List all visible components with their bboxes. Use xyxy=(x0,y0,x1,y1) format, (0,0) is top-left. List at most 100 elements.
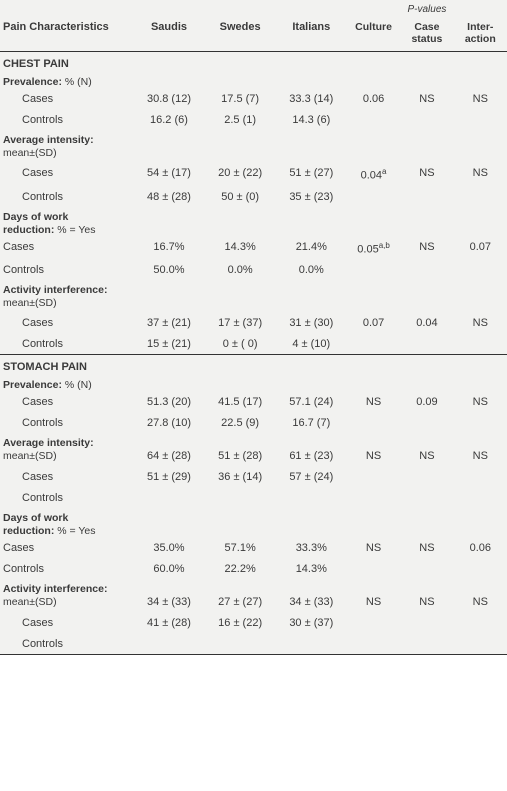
chest-prev-ctrl-saudis: 16.2 (6) xyxy=(133,110,204,130)
stomach-workred-cases: Cases 35.0% 57.1% 33.3% NS NS 0.06 xyxy=(0,537,507,559)
chest-prevalence-head: Prevalence: % (N) xyxy=(0,72,507,88)
col-interaction: Inter-action xyxy=(454,17,507,52)
stom-act-cases-italians: 34 ± (33) xyxy=(276,595,347,612)
col-swedes: Swedes xyxy=(205,17,276,52)
chest-prev-ctrl-italians: 14.3 (6) xyxy=(276,110,347,130)
stom-prev-p-case: 0.09 xyxy=(400,391,453,413)
col-pain-characteristics: Pain Characteristics xyxy=(0,17,133,52)
stom-wrk-p-culture: NS xyxy=(347,537,400,559)
cases-label: Cases xyxy=(0,88,133,110)
stom-prev-ctrl-italians: 16.7 (7) xyxy=(276,413,347,433)
chest-wrk-cases-saudis: 16.7% xyxy=(133,236,204,261)
chest-prev-cases-saudis: 30.8 (12) xyxy=(133,88,204,110)
cases-label: Cases xyxy=(0,391,133,413)
stom-wrk-label-c: % = Yes xyxy=(57,525,95,537)
chest-workred-label-b: reduction: xyxy=(3,224,54,236)
chest-workred-label-a: Days of work xyxy=(0,207,507,223)
chest-workred-label-c: % = Yes xyxy=(57,224,95,236)
cases-label: Cases xyxy=(0,312,133,334)
chest-prev-p-culture: 0.06 xyxy=(347,88,400,110)
stom-int-cases-saudis: 64 ± (28) xyxy=(133,449,204,466)
chest-act-cases-italians: 31 ± (30) xyxy=(276,312,347,334)
stom-int-label-b: mean±(SD) xyxy=(0,449,133,466)
stomach-activity-sub-cases: mean±(SD) 34 ± (33) 27 ± (27) 34 ± (33) … xyxy=(0,595,507,612)
controls-label: Controls xyxy=(0,559,133,579)
cases-label: Cases xyxy=(0,537,133,559)
col-saudis: Saudis xyxy=(133,17,204,52)
controls-label: Controls xyxy=(0,488,133,508)
controls-label: Controls xyxy=(0,634,133,655)
stom-wrk-label-b: reduction: xyxy=(3,525,54,537)
stom-int-ctrl-saudis: 51 ± (29) xyxy=(133,466,204,488)
cases-label: Cases xyxy=(0,612,133,634)
chest-int-ctrl-italians: 35 ± (23) xyxy=(276,187,347,207)
stom-act-ctrl-saudis: 41 ± (28) xyxy=(133,612,204,634)
stomach-intensity-sub-cases: mean±(SD) 64 ± (28) 51 ± (28) 61 ± (23) … xyxy=(0,449,507,466)
stom-prev-ctrl-saudis: 27.8 (10) xyxy=(133,413,204,433)
chest-act-cases-swedes: 17 ± (37) xyxy=(205,312,276,334)
chest-prev-p-inter: NS xyxy=(454,88,507,110)
pvalues-label: P-values xyxy=(347,0,507,17)
chest-prev-p-case: NS xyxy=(400,88,453,110)
chest-activity-head: Activity interference: xyxy=(0,280,507,296)
chest-workred-head2: reduction: % = Yes xyxy=(0,223,507,236)
column-header-row: Pain Characteristics Saudis Swedes Itali… xyxy=(0,17,507,52)
controls-label: Controls xyxy=(0,110,133,130)
col-italians: Italians xyxy=(276,17,347,52)
stom-act-cases-saudis: 34 ± (33) xyxy=(133,595,204,612)
stomach-pain-title: STOMACH PAIN xyxy=(0,355,507,376)
chest-intensity-head: Average intensity: xyxy=(0,130,507,146)
chest-int-cases-swedes: 20 ± (22) xyxy=(205,162,276,187)
chest-wrk-ctrl-italians: 0.0% xyxy=(276,260,347,280)
chest-act-ctrl-swedes: 0 ± ( 0) xyxy=(205,334,276,355)
stom-wrk-cases-saudis: 35.0% xyxy=(133,537,204,559)
chest-activity-sub: mean±(SD) xyxy=(0,296,507,312)
chest-intensity-label-b: mean±(SD) xyxy=(0,146,507,162)
pvalues-header-row: P-values xyxy=(0,0,507,17)
chest-workred-controls: Controls 50.0% 0.0% 0.0% xyxy=(0,260,507,280)
stom-act-ctrl-swedes: 16 ± (22) xyxy=(205,612,276,634)
stomach-prevalence-controls: Controls 27.8 (10) 22.5 (9) 16.7 (7) xyxy=(0,413,507,433)
chest-prevalence-controls: Controls 16.2 (6) 2.5 (1) 14.3 (6) xyxy=(0,110,507,130)
chest-int-cases-italians: 51 ± (27) xyxy=(276,162,347,187)
stom-act-p-inter: NS xyxy=(454,595,507,612)
chest-wrk-p-culture: 0.05a,b xyxy=(347,236,400,261)
stomach-prevalence-cases: Cases 51.3 (20) 41.5 (17) 57.1 (24) NS 0… xyxy=(0,391,507,413)
chest-activity-label-b: mean±(SD) xyxy=(0,296,507,312)
controls-label: Controls xyxy=(0,334,133,355)
stom-act-p-case: NS xyxy=(400,595,453,612)
chest-intensity-cases: Cases 54 ± (17) 20 ± (22) 51 ± (27) 0.04… xyxy=(0,162,507,187)
stomach-workred-controls: Controls 60.0% 22.2% 14.3% xyxy=(0,559,507,579)
chest-int-cases-saudis: 54 ± (17) xyxy=(133,162,204,187)
stom-int-label-a: Average intensity: xyxy=(0,433,507,449)
stomach-activity-head: Activity interference: xyxy=(0,579,507,595)
stom-int-p-inter: NS xyxy=(454,449,507,466)
stom-int-p-case: NS xyxy=(400,449,453,466)
chest-int-ctrl-swedes: 50 ± (0) xyxy=(205,187,276,207)
chest-act-p-culture: 0.07 xyxy=(347,312,400,334)
chest-activity-controls: Controls 15 ± (21) 0 ± ( 0) 4 ± (10) xyxy=(0,334,507,355)
stom-prev-label-a: Prevalence: xyxy=(3,379,62,391)
stom-act-label-b: mean±(SD) xyxy=(0,595,133,612)
stom-wrk-ctrl-swedes: 22.2% xyxy=(205,559,276,579)
chest-workred-cases: Cases 16.7% 14.3% 21.4% 0.05a,b NS 0.07 xyxy=(0,236,507,261)
stom-int-ctrl-italians: 57 ± (24) xyxy=(276,466,347,488)
stomach-activity-caseslbl: Cases 41 ± (28) 16 ± (22) 30 ± (37) xyxy=(0,612,507,634)
stom-wrk-label-a: Days of work xyxy=(0,508,507,524)
stom-prev-cases-italians: 57.1 (24) xyxy=(276,391,347,413)
section-chest-pain: CHEST PAIN xyxy=(0,52,507,73)
chest-wrk-cases-italians: 21.4% xyxy=(276,236,347,261)
chest-prevalence-cases: Cases 30.8 (12) 17.5 (7) 33.3 (14) 0.06 … xyxy=(0,88,507,110)
controls-label: Controls xyxy=(0,413,133,433)
chest-prevalence-label-a: Prevalence: xyxy=(3,76,62,88)
chest-int-p-culture: 0.04a xyxy=(347,162,400,187)
chest-prev-ctrl-swedes: 2.5 (1) xyxy=(205,110,276,130)
stom-prev-cases-swedes: 41.5 (17) xyxy=(205,391,276,413)
stom-prev-ctrl-swedes: 22.5 (9) xyxy=(205,413,276,433)
controls-label: Controls xyxy=(0,260,133,280)
stom-int-cases-swedes: 51 ± (28) xyxy=(205,449,276,466)
chest-wrk-p-inter: 0.07 xyxy=(454,236,507,261)
stom-wrk-ctrl-italians: 14.3% xyxy=(276,559,347,579)
section-stomach-pain: STOMACH PAIN xyxy=(0,355,507,376)
stomach-intensity-head: Average intensity: xyxy=(0,433,507,449)
